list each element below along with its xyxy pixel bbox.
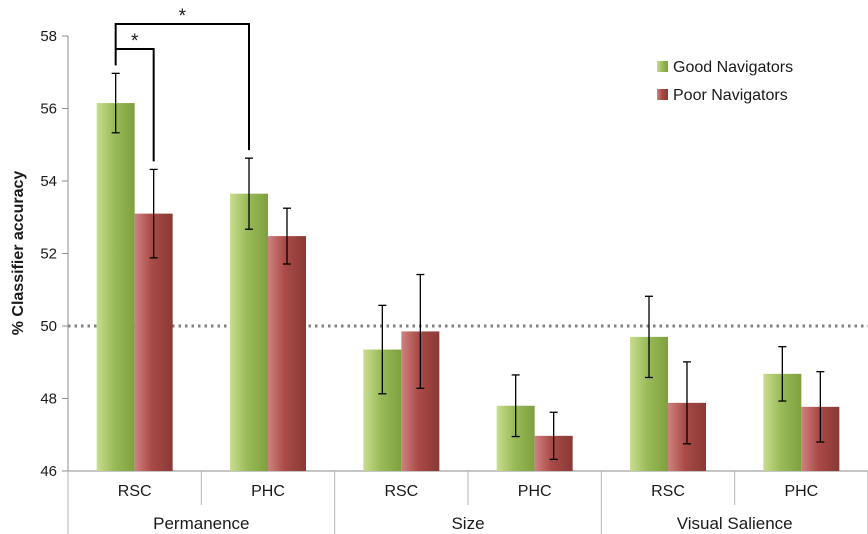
y-tick-label: 56 [40,101,57,118]
y-tick-label: 48 [40,391,57,408]
category-label: RSC [384,483,418,500]
bar-good-0 [96,103,135,471]
significance-bracket [114,23,250,151]
y-tick-label: 52 [40,246,57,263]
y-axis-label: % Classifier accuracy [10,171,27,336]
category-label: RSC [118,483,152,500]
bars-layer [96,103,840,471]
y-axis: 46 48 50 52 54 56 58 [40,28,69,480]
y-tick-label: 50 [40,318,57,335]
category-label: PHC [784,483,818,500]
y-tick-label: 46 [40,463,57,480]
significance-star: * [179,6,187,27]
significance-bracket [115,48,155,162]
legend-label: Good Navigators [673,59,793,76]
category-label: RSC [651,483,685,500]
y-tick-label: 58 [40,28,57,45]
y-tick-label: 54 [40,173,57,190]
legend: Good Navigators Poor Navigators [657,59,793,104]
category-label: PHC [251,483,285,500]
error-bars-layer [111,72,825,461]
significance-star: * [131,31,139,52]
legend-label: Poor Navigators [673,87,788,104]
bar-poor-1 [268,236,306,471]
significance-layer: ** [114,6,250,162]
category-label: PHC [518,483,552,500]
group-label: Visual Salience [677,514,793,533]
group-label: Permanence [153,514,249,533]
bar-good-1 [230,193,268,471]
legend-swatch [657,61,668,72]
group-label: Size [451,514,484,533]
legend-swatch [657,89,668,100]
